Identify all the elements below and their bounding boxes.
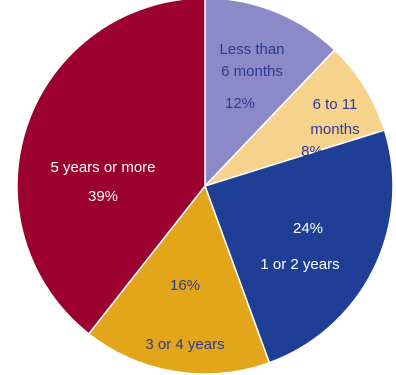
pie-slice-1 bbox=[204, 0, 336, 188]
pie-labels: Less than 6 months 12% 6 to 11 months 8% 1 or … bbox=[50, 41, 359, 353]
slice-label-1-line-2: 6 months bbox=[221, 63, 283, 80]
slice-value-2: 8% bbox=[301, 143, 323, 160]
slice-label-3-line-1: 1 or 2 years bbox=[260, 256, 339, 273]
slice-label-5-line-1: 5 years or more bbox=[50, 159, 155, 176]
slice-value-1: 12% bbox=[225, 95, 255, 112]
pie-slice-2 bbox=[202, 48, 386, 188]
pie-slices bbox=[16, 0, 394, 375]
slice-value-5: 39% bbox=[88, 188, 118, 205]
pie-slice-3 bbox=[204, 129, 394, 364]
slice-label-2-line-2: months bbox=[310, 121, 359, 138]
slice-value-4: 16% bbox=[170, 277, 200, 294]
slice-label-4-line-1: 3 or 4 years bbox=[145, 336, 224, 353]
slice-label-2-line-1: 6 to 11 bbox=[313, 96, 358, 113]
slice-label-1-line-1: Less than bbox=[219, 41, 284, 58]
pie-slice-5 bbox=[16, 0, 206, 335]
pie-slice-4 bbox=[87, 184, 271, 375]
slice-value-3: 24% bbox=[293, 220, 323, 237]
